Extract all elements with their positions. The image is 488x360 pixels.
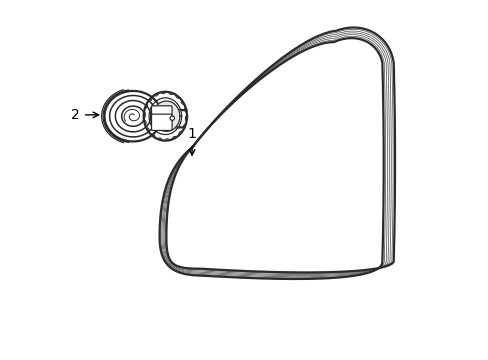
- Text: 1: 1: [187, 127, 196, 155]
- FancyBboxPatch shape: [151, 114, 172, 130]
- FancyBboxPatch shape: [151, 106, 172, 122]
- Polygon shape: [159, 27, 394, 279]
- Polygon shape: [153, 101, 180, 131]
- Polygon shape: [143, 92, 187, 141]
- Text: 2: 2: [71, 108, 99, 122]
- Circle shape: [170, 116, 174, 120]
